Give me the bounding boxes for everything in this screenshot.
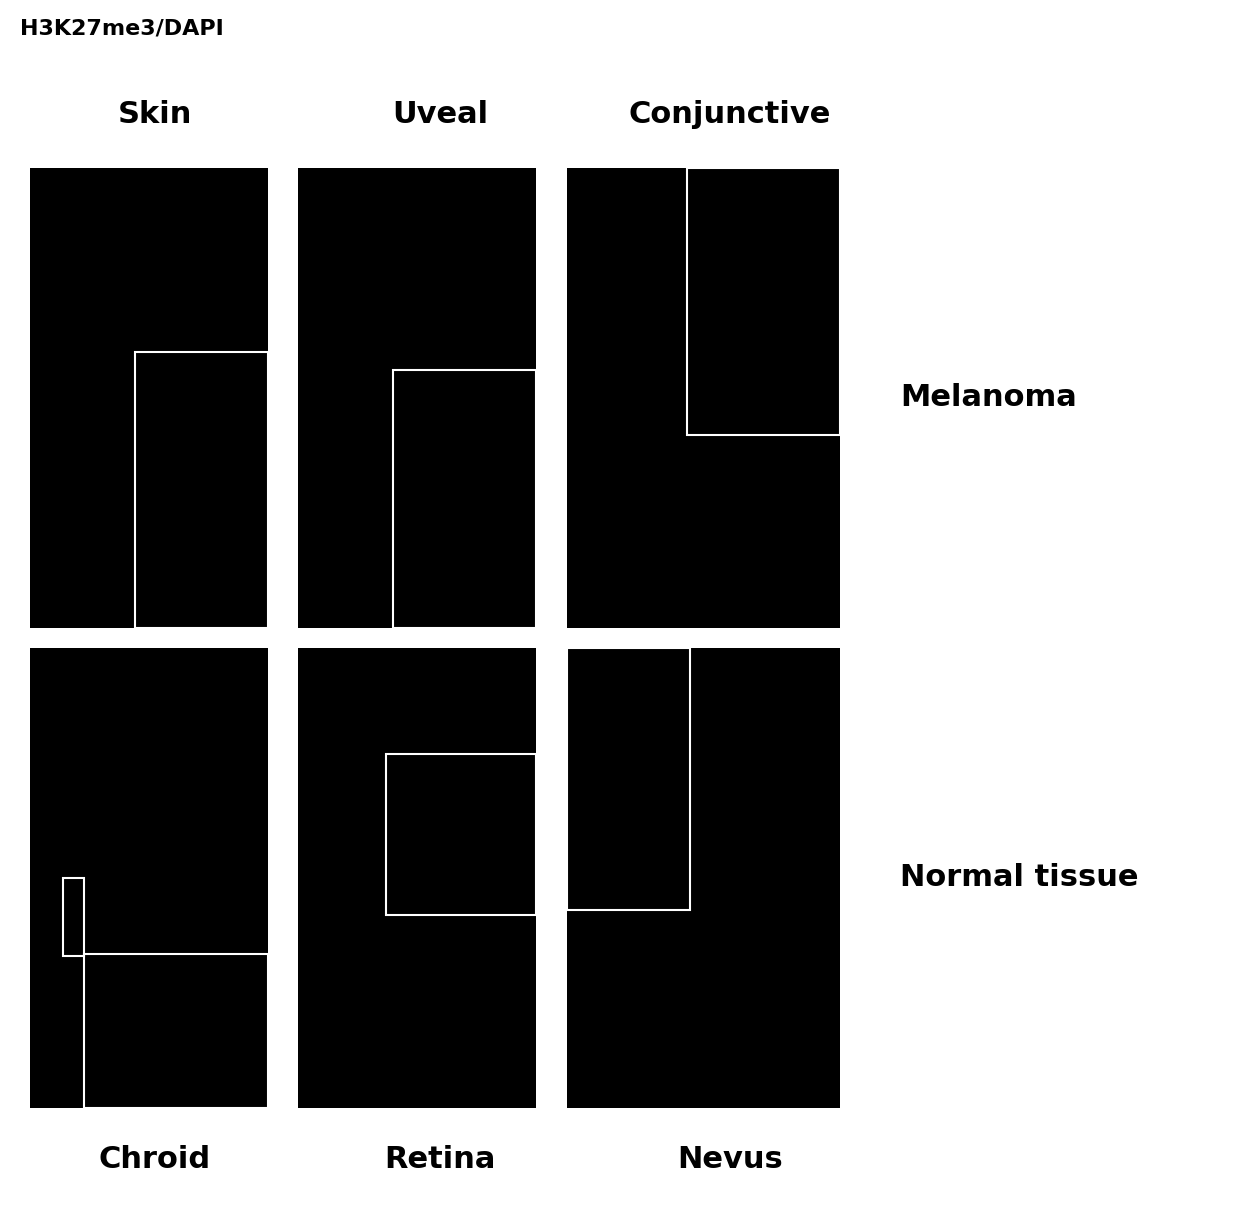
Text: Chroid: Chroid bbox=[99, 1145, 211, 1174]
Bar bbox=[135, 352, 268, 628]
Text: Normal tissue: Normal tissue bbox=[900, 864, 1138, 893]
Bar bbox=[386, 753, 536, 915]
Bar bbox=[567, 648, 689, 910]
Text: Retina: Retina bbox=[384, 1145, 496, 1174]
Bar bbox=[393, 370, 536, 628]
Text: Nevus: Nevus bbox=[677, 1145, 782, 1174]
Text: Melanoma: Melanoma bbox=[900, 383, 1076, 413]
Text: Conjunctive: Conjunctive bbox=[629, 100, 831, 129]
Bar bbox=[83, 954, 268, 1107]
Text: Uveal: Uveal bbox=[392, 100, 489, 129]
Bar bbox=[63, 878, 83, 957]
Text: H3K27me3/DAPI: H3K27me3/DAPI bbox=[20, 18, 223, 38]
Text: Skin: Skin bbox=[118, 100, 192, 129]
Bar bbox=[687, 168, 839, 435]
